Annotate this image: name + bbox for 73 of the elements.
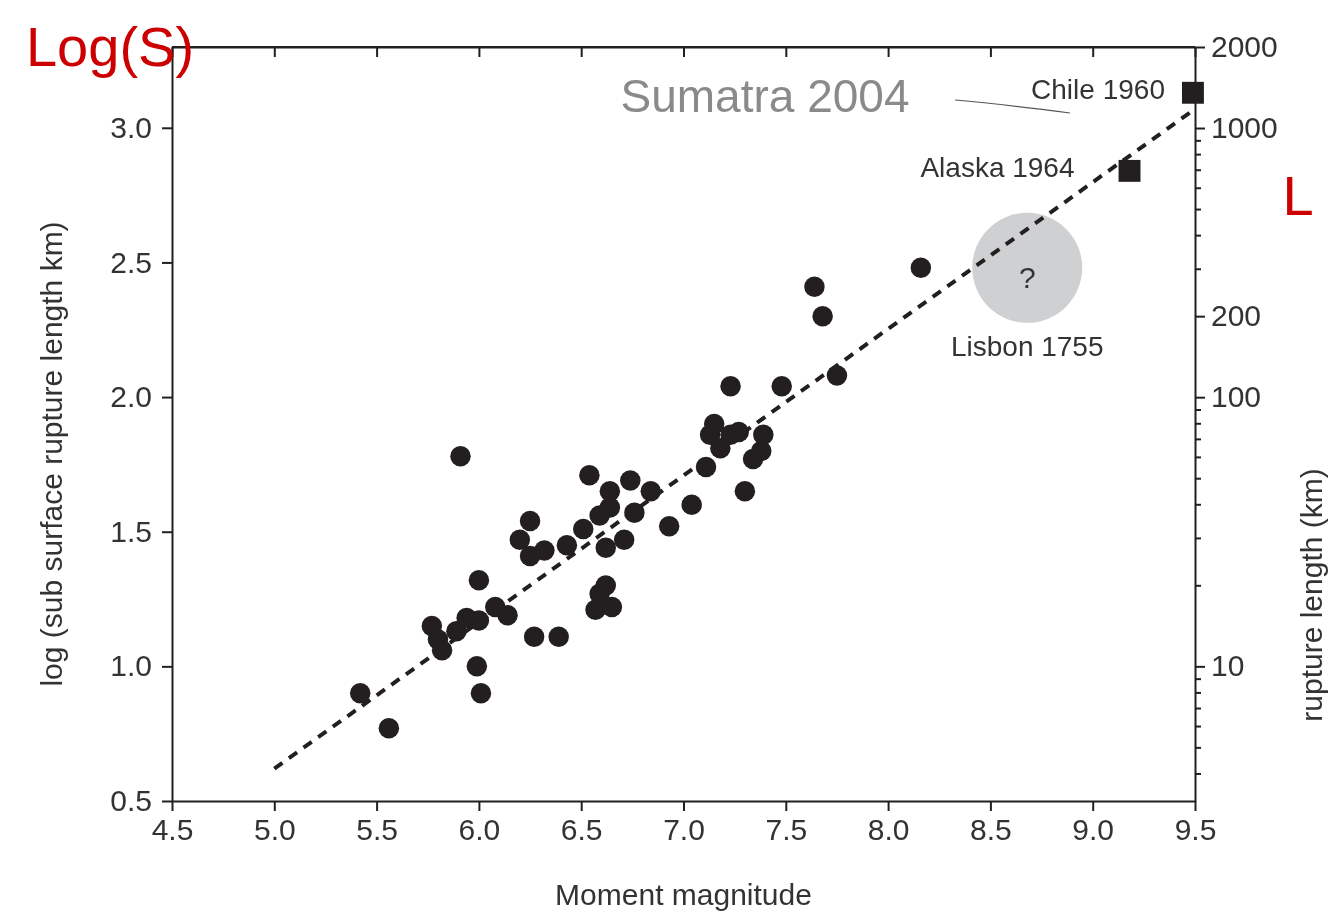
point xyxy=(601,596,623,618)
point xyxy=(349,683,371,704)
point xyxy=(556,534,578,556)
point xyxy=(573,518,594,540)
x-tick-label: 4.5 xyxy=(151,813,194,847)
point xyxy=(1118,159,1141,182)
point xyxy=(468,569,490,591)
point xyxy=(446,621,467,642)
point xyxy=(695,456,717,478)
point xyxy=(523,626,545,647)
x-tick-label: 7.0 xyxy=(663,813,705,847)
point xyxy=(710,438,731,459)
annotation: Log(S) xyxy=(25,15,195,78)
y-tick-label: 1.5 xyxy=(110,514,152,548)
point xyxy=(378,718,400,739)
point xyxy=(497,604,518,626)
point xyxy=(431,639,453,661)
point xyxy=(548,626,569,647)
x-axis-title: Moment magnitude xyxy=(555,878,812,911)
point xyxy=(826,365,848,386)
y2-axis-title: rupture length (km) xyxy=(1295,468,1328,722)
point xyxy=(620,470,641,491)
y2-tick-label: 200 xyxy=(1211,299,1262,333)
point xyxy=(534,540,555,561)
annotation: Alaska 1964 xyxy=(920,151,1075,183)
x-tick-label: 8.5 xyxy=(970,813,1012,847)
point xyxy=(450,446,471,467)
x-tick-label: 9.5 xyxy=(1174,813,1217,847)
point xyxy=(1182,81,1204,104)
point xyxy=(640,481,662,502)
point xyxy=(703,413,725,435)
point xyxy=(595,575,616,596)
point xyxy=(910,257,932,279)
x-tick-label: 8.0 xyxy=(867,813,910,847)
y2-tick-label: 100 xyxy=(1211,380,1262,414)
point xyxy=(720,376,741,397)
point xyxy=(771,376,792,397)
x-tick-label: 7.5 xyxy=(765,813,808,847)
point xyxy=(728,421,749,443)
point xyxy=(509,529,531,551)
y-tick-label: 2.0 xyxy=(110,380,152,414)
point xyxy=(595,537,616,559)
point xyxy=(804,276,825,297)
y2-tick-label: 1000 xyxy=(1211,111,1278,145)
y-tick-label: 2.5 xyxy=(110,245,152,279)
point xyxy=(753,424,774,445)
annotation: ? xyxy=(1018,260,1036,294)
x-tick-label: 5.0 xyxy=(253,813,296,847)
annotation: Chile 1960 xyxy=(1031,73,1165,105)
point xyxy=(519,510,541,532)
point xyxy=(613,529,635,551)
point xyxy=(681,494,702,516)
x-tick-label: 6.5 xyxy=(560,813,603,847)
x-tick-label: 9.0 xyxy=(1072,813,1115,847)
point xyxy=(579,464,600,486)
y-tick-label: 1.0 xyxy=(110,649,152,683)
point xyxy=(466,656,488,677)
point xyxy=(812,306,833,327)
annotation: Sumatra 2004 xyxy=(620,70,910,122)
point xyxy=(734,481,756,502)
y-axis-title: log (sub surface rupture length km) xyxy=(35,221,68,687)
y-tick-label: 3.0 xyxy=(110,110,152,144)
text: L xyxy=(1282,164,1314,227)
y-tick-label: 0.5 xyxy=(110,784,152,818)
x-tick-label: 5.5 xyxy=(356,813,398,847)
point xyxy=(599,481,621,502)
annotation: Lisbon 1755 xyxy=(950,330,1104,362)
x-tick-label: 6.0 xyxy=(458,813,501,847)
y2-tick-label: 10 xyxy=(1211,649,1245,683)
point xyxy=(624,502,645,524)
y2-tick-label: 2000 xyxy=(1211,30,1278,64)
point xyxy=(470,683,492,704)
point xyxy=(658,516,680,537)
